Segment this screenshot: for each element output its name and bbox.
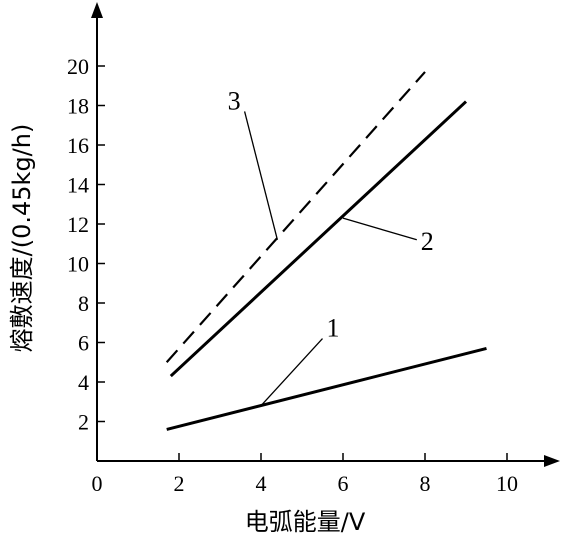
axes [91, 2, 560, 467]
x-tick-label-0: 0 [92, 471, 103, 496]
y-axis-arrow [91, 2, 103, 18]
leader-line-2 [342, 217, 417, 241]
leader-line-3 [243, 111, 279, 240]
series-label-1: 1 [327, 314, 340, 343]
y-axis-title: 熔敷速度/(0.45kg/h) [8, 124, 36, 353]
y-tick-label-20: 20 [67, 54, 89, 79]
series-line-3 [165, 71, 426, 363]
series-line-1 [166, 346, 487, 431]
annotation-layer: 1 2 3 [228, 86, 434, 407]
y-tick-label-16: 16 [67, 133, 89, 158]
x-axis-title: 电弧能量/V [245, 508, 366, 536]
y-tick-label-18: 18 [67, 94, 89, 119]
y-tick-label-10: 10 [67, 252, 89, 277]
x-ticks: 0 2 4 6 8 10 [92, 453, 518, 496]
series-layer [165, 71, 487, 431]
x-tick-label-6: 6 [338, 471, 349, 496]
y-tick-label-14: 14 [67, 173, 89, 198]
y-tick-label-12: 12 [67, 212, 89, 237]
y-ticks: 2 4 6 8 10 12 14 16 18 20 [67, 54, 105, 435]
y-tick-label-6: 6 [78, 331, 89, 356]
x-tick-label-10: 10 [496, 471, 518, 496]
x-tick-label-4: 4 [256, 471, 267, 496]
y-tick-label-8: 8 [78, 291, 89, 316]
series-label-2: 2 [421, 227, 434, 256]
series-line-2 [169, 100, 468, 378]
series-label-3: 3 [228, 86, 241, 115]
y-tick-label-2: 2 [78, 410, 89, 435]
y-tick-label-4: 4 [78, 370, 89, 395]
x-tick-label-2: 2 [174, 471, 185, 496]
x-tick-label-8: 8 [420, 471, 431, 496]
leader-line-1 [260, 338, 323, 407]
x-axis-arrow [544, 455, 560, 467]
